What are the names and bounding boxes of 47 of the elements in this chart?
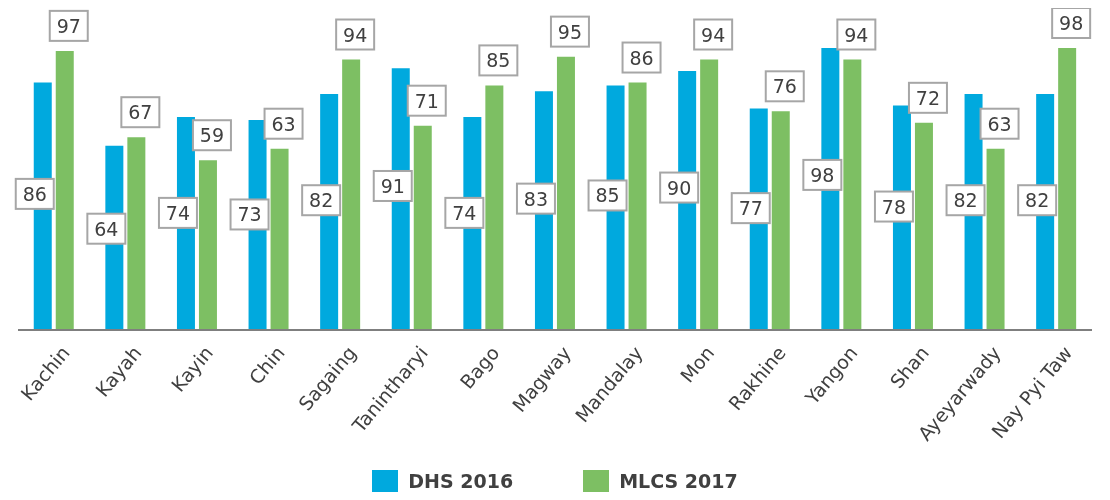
data-label: 77: [738, 197, 763, 220]
data-label: 82: [309, 189, 334, 212]
data-label: 72: [915, 86, 941, 109]
data-label: 63: [987, 112, 1012, 135]
bar: [270, 148, 289, 330]
bar: [843, 59, 862, 330]
data-label: 67: [128, 101, 153, 124]
bar: [342, 59, 361, 330]
data-label: 94: [844, 23, 869, 46]
bar: [1058, 48, 1077, 330]
bar: [413, 125, 432, 330]
bar: [628, 82, 647, 330]
bar: [485, 85, 504, 330]
data-label: 78: [881, 195, 907, 218]
data-label: 76: [772, 75, 797, 98]
data-label: 82: [953, 189, 978, 212]
legend-label: DHS 2016: [408, 470, 514, 492]
data-label: 85: [595, 184, 620, 207]
data-label: 73: [237, 203, 262, 226]
data-label: 63: [271, 112, 296, 135]
bar: [556, 56, 575, 330]
data-label: 90: [667, 176, 692, 199]
data-label: 98: [810, 163, 835, 186]
data-label: 64: [94, 217, 119, 240]
data-label: 74: [452, 201, 477, 224]
data-label: 74: [165, 201, 191, 224]
data-label: 95: [557, 20, 583, 43]
bar: [986, 148, 1005, 330]
data-label: 71: [414, 89, 439, 112]
data-label: 85: [486, 49, 511, 72]
legend-label: MLCS 2017: [619, 470, 738, 492]
bar: [914, 122, 933, 330]
bar: [127, 137, 146, 330]
data-label: 86: [22, 182, 47, 205]
bar: [55, 50, 74, 330]
bar: [771, 111, 790, 330]
data-label: 91: [380, 174, 405, 197]
data-label: 83: [523, 187, 549, 210]
data-label: 86: [629, 46, 654, 69]
data-label: 82: [1025, 189, 1050, 212]
bar: [700, 59, 719, 330]
data-label: 94: [343, 23, 368, 46]
data-label: 59: [199, 124, 225, 147]
bar: [198, 160, 217, 330]
data-label: 94: [701, 23, 726, 46]
data-label: 98: [1059, 12, 1084, 34]
data-label: 97: [56, 14, 81, 37]
